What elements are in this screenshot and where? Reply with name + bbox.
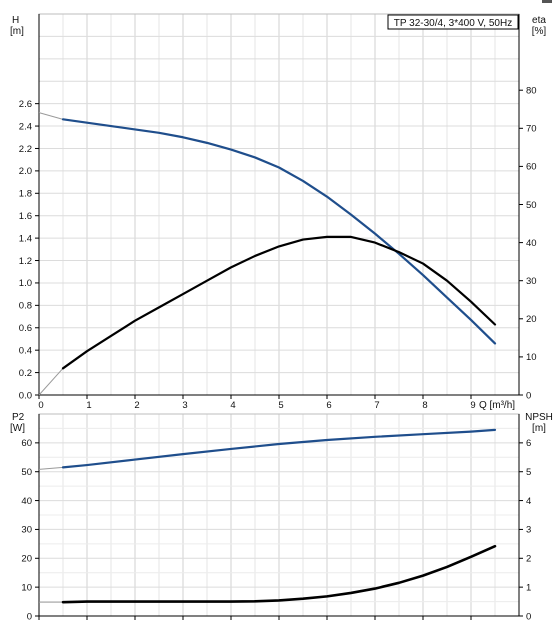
y-left-tick-label: 0 (27, 611, 32, 622)
y-right-tick-label: 0 (526, 390, 531, 401)
series-0-extension (38, 466, 64, 470)
y-right-axis-unit: [m] (532, 423, 546, 434)
y-left-tick-label: 0.2 (19, 368, 32, 379)
y-right-tick-label: 30 (526, 276, 537, 287)
y-left-axis-title: P2 (12, 412, 25, 423)
y-right-tick-label: 5 (526, 467, 531, 478)
x-axis-title: Q [m³/h] (479, 400, 515, 411)
x-tick-label: 7 (374, 400, 379, 411)
y-left-tick-label: 2.4 (19, 121, 32, 132)
y-right-tick-label: 40 (526, 238, 537, 249)
y-left-axis-unit: [W] (10, 423, 25, 434)
x-tick-label: 5 (278, 400, 283, 411)
y-right-tick-label: 4 (526, 496, 531, 507)
y-right-tick-label: 60 (526, 162, 537, 173)
series-1-extension (38, 367, 64, 396)
y-left-tick-label: 0.0 (19, 390, 32, 401)
y-left-tick-label: 1.8 (19, 189, 32, 200)
y-right-tick-label: 2 (526, 554, 531, 565)
x-tick-label: 3 (182, 400, 187, 411)
power-npsh-panel: 0 10 20 30 40 50 60 0 1 2 3 4 5 6 P2[W] NPSH[m] (10, 412, 553, 622)
y-left-tick-label: 1.2 (19, 256, 32, 267)
y-left-tick-label: 2.0 (19, 166, 32, 177)
series-1-line (61, 235, 497, 370)
chart-title: TP 32-30/4, 3*400 V, 50Hz (394, 18, 512, 29)
y-left-tick-label: 10 (21, 582, 32, 593)
y-right-tick-label: 6 (526, 438, 531, 449)
y-right-tick-label: 1 (526, 582, 531, 593)
y-left-tick-label: 0.4 (19, 345, 32, 356)
y-left-tick-label: 60 (21, 438, 32, 449)
series-0-extension (38, 112, 64, 120)
y-right-tick-label: 0 (526, 611, 531, 622)
x-tick-label: 2 (134, 400, 139, 411)
y-left-tick-label: 40 (21, 496, 32, 507)
y-left-tick-label: 20 (21, 554, 32, 565)
x-tick-label: 1 (86, 400, 91, 411)
y-right-tick-label: 50 (526, 200, 537, 211)
y-left-axis-unit: [m] (10, 26, 24, 37)
y-left-tick-label: 50 (21, 467, 32, 478)
x-tick-label: 0 (38, 400, 43, 411)
y-right-axis-title: NPSH (525, 412, 553, 423)
y-right-tick-label: 3 (526, 525, 531, 536)
series-1-line (61, 544, 497, 604)
y-left-tick-label: 1.4 (19, 233, 32, 244)
y-left-tick-label: 2.2 (19, 144, 32, 155)
y-left-tick-label: 30 (21, 525, 32, 536)
x-tick-label: 4 (230, 400, 235, 411)
x-tick-label: 6 (326, 400, 331, 411)
corner-marker (542, 0, 552, 3)
y-right-tick-label: 80 (526, 86, 537, 97)
head-efficiency-panel: 0.0 0.2 0.4 0.6 0.8 1.0 1.2 1.4 1.6 1.8 2.0 2.2 2.4 2… (10, 13, 547, 411)
series-0-line (61, 428, 497, 469)
y-left-axis-title: H (12, 15, 19, 26)
y-left-tick-label: 0.6 (19, 323, 32, 334)
y-right-tick-label: 10 (526, 352, 537, 363)
y-left-tick-label: 0.8 (19, 301, 32, 312)
x-tick-label: 9 (470, 400, 475, 411)
y-left-tick-label: 1.0 (19, 278, 32, 289)
y-right-axis-unit: [%] (532, 26, 547, 37)
series-0-line (61, 118, 497, 345)
y-right-tick-label: 70 (526, 124, 537, 135)
y-left-tick-label: 1.6 (19, 211, 32, 222)
title-box (387, 14, 519, 30)
y-left-tick-label: 2.6 (19, 99, 32, 110)
y-right-axis-title: eta (532, 15, 546, 26)
x-tick-label: 8 (422, 400, 427, 411)
y-right-tick-label: 20 (526, 314, 537, 325)
